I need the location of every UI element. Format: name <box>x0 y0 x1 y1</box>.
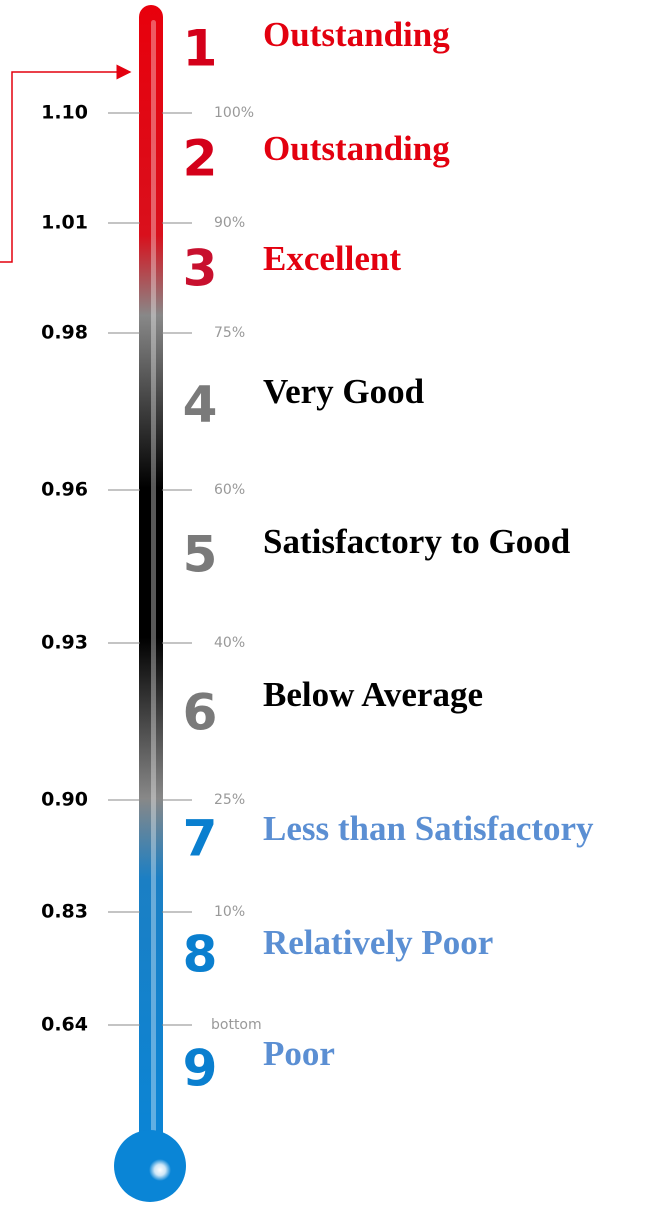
percentile-label: 25% <box>214 792 245 808</box>
level-number: 9 <box>183 1040 218 1098</box>
level-label: Outstanding <box>263 129 450 168</box>
level-number: 7 <box>183 810 218 868</box>
bulb-highlight <box>149 1159 171 1181</box>
percentile-label: 40% <box>214 635 245 651</box>
scale-value: 0.96 <box>41 479 88 501</box>
level-label: Excellent <box>263 239 401 278</box>
percentile-label: 90% <box>214 215 245 231</box>
scale-value: 1.01 <box>41 212 88 234</box>
percentile-label: 75% <box>214 325 245 341</box>
scale-value: 0.90 <box>41 789 88 811</box>
level-label: Outstanding <box>263 15 450 54</box>
levels: 1 Outstanding 2 Outstanding 3 Excellent 4 Very … <box>183 15 594 1097</box>
tube-highlight <box>151 20 156 1150</box>
level-number: 8 <box>183 926 218 984</box>
level-label: Satisfactory to Good <box>263 522 571 561</box>
scale-value: 0.64 <box>41 1014 88 1036</box>
scale: 1.10 100% 1.01 90% 0.98 75% 0.96 60% 0.93 40% 0.90… <box>41 102 262 1036</box>
level-number: 3 <box>183 240 218 298</box>
thermometer-tube <box>139 5 163 1155</box>
scale-value: 0.83 <box>41 901 88 923</box>
level-number: 5 <box>183 526 218 584</box>
percentile-label: 60% <box>214 482 245 498</box>
level-label: Below Average <box>263 675 483 714</box>
scale-value: 0.93 <box>41 632 88 654</box>
level-number: 1 <box>183 20 218 78</box>
percentile-label: bottom <box>211 1017 262 1033</box>
level-number: 2 <box>183 130 218 188</box>
pointer-arrow <box>0 64 132 263</box>
percentile-label: 10% <box>214 904 245 920</box>
scale-value: 1.10 <box>41 102 88 124</box>
level-label: Poor <box>263 1034 335 1073</box>
scale-value: 0.98 <box>41 322 88 344</box>
level-label: Less than Satisfactory <box>263 809 594 848</box>
level-number: 6 <box>183 684 218 742</box>
level-label: Relatively Poor <box>263 923 493 962</box>
percentile-label: 100% <box>214 105 254 121</box>
level-number: 4 <box>183 376 218 434</box>
level-label: Very Good <box>263 372 425 411</box>
